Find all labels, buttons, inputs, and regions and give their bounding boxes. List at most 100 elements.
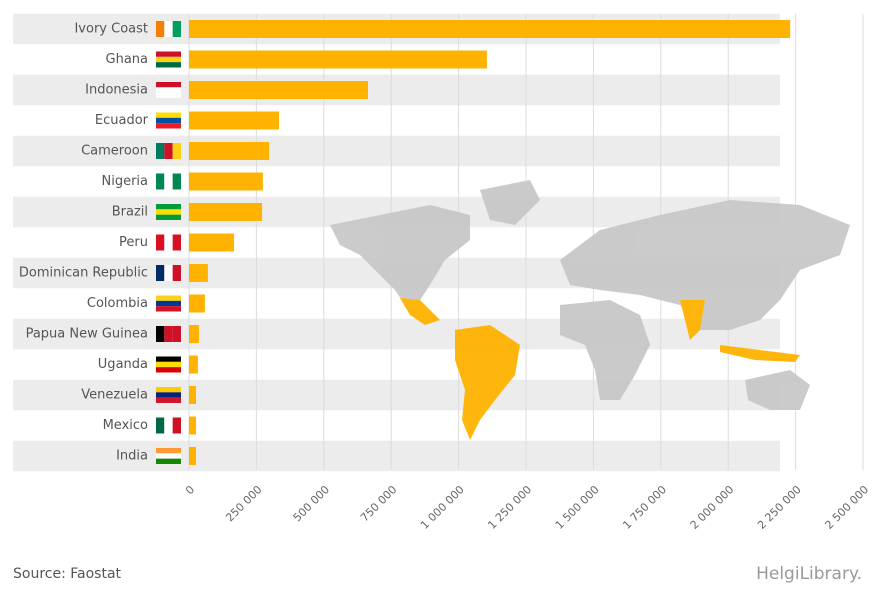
flag-stripe <box>172 417 181 434</box>
y-tick-label: Brazil <box>112 205 148 220</box>
row-band <box>13 379 780 411</box>
bar <box>189 50 487 69</box>
y-tick-label: Dominican Republic <box>19 266 148 281</box>
x-tick-label: 1 250 000 <box>485 483 534 532</box>
flag-stripe <box>172 143 181 159</box>
flag-stripe <box>156 448 181 454</box>
flag-stripe <box>156 123 181 129</box>
flag-stripe <box>156 87 181 93</box>
flag-stripe <box>156 21 165 37</box>
flag-stripe <box>156 62 181 68</box>
flag-stripe <box>164 143 173 159</box>
row-band <box>13 440 780 472</box>
x-tick-label: 0 <box>183 483 197 497</box>
flag-stripe <box>172 234 181 251</box>
x-tick-label: 500 000 <box>291 483 332 524</box>
bar <box>189 386 197 404</box>
flag-stripe <box>156 204 181 210</box>
y-tick-label: Peru <box>119 235 148 250</box>
bar <box>189 20 791 38</box>
india <box>680 300 705 340</box>
x-tick-label: 2 000 000 <box>688 483 737 532</box>
flag-stripe <box>172 265 181 281</box>
x-tick-label: 1 000 000 <box>418 483 467 532</box>
flag-stripe <box>164 234 173 251</box>
x-tick-label: 250 000 <box>223 483 264 524</box>
y-tick-label: Cameroon <box>81 144 148 159</box>
mexico <box>400 298 440 325</box>
flag-stripe <box>172 21 181 37</box>
x-tick-label: 1 750 000 <box>620 483 669 532</box>
flag-stripe <box>164 417 173 434</box>
flag-stripe <box>156 306 181 312</box>
flag-stripe <box>156 356 181 362</box>
flag-stripe <box>156 387 181 393</box>
world-map <box>330 180 850 440</box>
source: Source: Faostat <box>13 566 122 582</box>
indonesia <box>720 345 800 362</box>
flag-stripe <box>156 367 181 373</box>
y-tick-label: Mexico <box>103 418 148 433</box>
y-tick-label: Colombia <box>87 296 148 311</box>
flag-stripe <box>156 392 181 398</box>
row-band <box>13 74 780 106</box>
flag-stripe <box>156 117 181 124</box>
bar <box>189 325 199 343</box>
europe-asia <box>560 200 850 330</box>
flag-stripe <box>156 173 165 190</box>
y-tick-label: India <box>116 449 148 464</box>
row-band <box>13 135 780 167</box>
y-tick-label: Venezuela <box>81 388 148 403</box>
flag-stripe <box>156 326 165 342</box>
flag-stripe <box>164 326 173 342</box>
flag-stripe <box>156 234 165 251</box>
flag-stripe <box>156 209 181 215</box>
flag-stripe <box>156 361 181 368</box>
flag-stripe <box>156 458 181 464</box>
bar <box>189 172 263 191</box>
bar <box>189 355 198 374</box>
y-tick-label: Ghana <box>106 52 149 67</box>
flag-stripe <box>156 397 181 403</box>
bar <box>189 142 270 160</box>
plot: Ivory Coast Ghana Indonesia Ecuador Cameroon… <box>19 20 791 465</box>
flag-stripe <box>156 300 181 307</box>
flag-stripe <box>172 173 181 190</box>
y-tick-label: Uganda <box>98 357 148 372</box>
flag-stripe <box>156 51 181 57</box>
y-tick-label: Nigeria <box>101 174 148 189</box>
y-tick-label: Indonesia <box>85 83 148 98</box>
bar <box>189 447 197 465</box>
flag-stripe <box>156 112 181 118</box>
bar <box>189 416 197 435</box>
y-tick-label: Ivory Coast <box>74 22 148 37</box>
flag-stripe <box>156 92 181 98</box>
flag-stripe <box>172 326 181 342</box>
flag-stripe <box>164 21 173 37</box>
y-tick-label: Papua New Guinea <box>26 327 148 342</box>
y-tick-label: Ecuador <box>95 113 149 128</box>
north-america <box>330 205 470 305</box>
flag-stripe <box>156 265 165 281</box>
logo: HelgiLibrary. <box>756 564 862 584</box>
africa <box>560 300 650 400</box>
bar <box>189 203 263 221</box>
flag-stripe <box>164 173 173 190</box>
greenland <box>480 180 540 225</box>
flag-stripe <box>156 56 181 63</box>
flag-stripe <box>164 265 173 281</box>
bar <box>189 294 205 313</box>
x-tick-label: 2 500 000 <box>822 483 871 532</box>
flag-stripe <box>156 453 181 459</box>
flag-stripe <box>156 214 181 220</box>
bar <box>189 264 208 282</box>
x-tick-label: 2 250 000 <box>755 483 804 532</box>
australia <box>745 370 810 410</box>
row-band <box>13 318 780 350</box>
flag-stripe <box>156 143 165 159</box>
flag-stripe <box>156 417 165 434</box>
bar <box>189 81 369 99</box>
flag-stripe <box>156 82 181 88</box>
south-america <box>455 325 520 440</box>
